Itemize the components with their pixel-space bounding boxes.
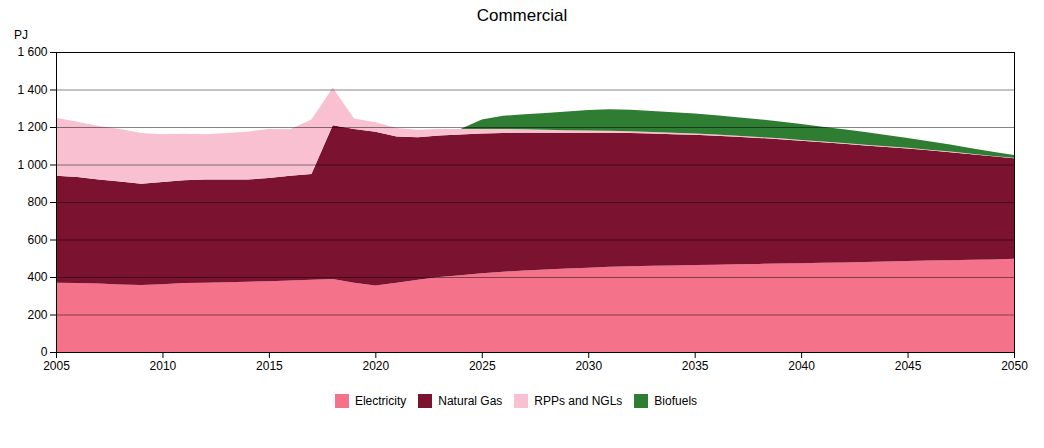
html-text:RPPs and NGLs: RPPs and NGLs (534, 393, 623, 408)
svg-text:600: 600 (27, 233, 47, 247)
svg-text:2050: 2050 (1001, 359, 1028, 373)
svg-text:1 000: 1 000 (17, 158, 47, 172)
svg-text:2005: 2005 (43, 359, 70, 373)
svg-text:2010: 2010 (150, 359, 177, 373)
svg-text:2015: 2015 (256, 359, 283, 373)
svg-text:200: 200 (27, 308, 47, 322)
svg-text:1 600: 1 600 (17, 45, 47, 59)
svg-text:2035: 2035 (682, 359, 709, 373)
html-text:Electricity: Electricity (354, 393, 407, 408)
html-text:Biofuels: Biofuels (654, 393, 698, 408)
svg-text:2025: 2025 (469, 359, 496, 373)
svg-text:1 200: 1 200 (17, 120, 47, 134)
svg-text:2030: 2030 (575, 359, 602, 373)
svg-text:2045: 2045 (895, 359, 922, 373)
svg-text:2040: 2040 (788, 359, 815, 373)
svg-text:800: 800 (27, 195, 47, 209)
html-text:PJ: PJ (14, 28, 28, 42)
svg-text:0: 0 (41, 345, 48, 359)
html-text:Commercial: Commercial (476, 6, 568, 25)
svg-text:2020: 2020 (362, 359, 389, 373)
svg-text:1 400: 1 400 (17, 83, 47, 97)
svg-text:400: 400 (27, 270, 47, 284)
html-text:Natural Gas: Natural Gas (438, 393, 503, 408)
